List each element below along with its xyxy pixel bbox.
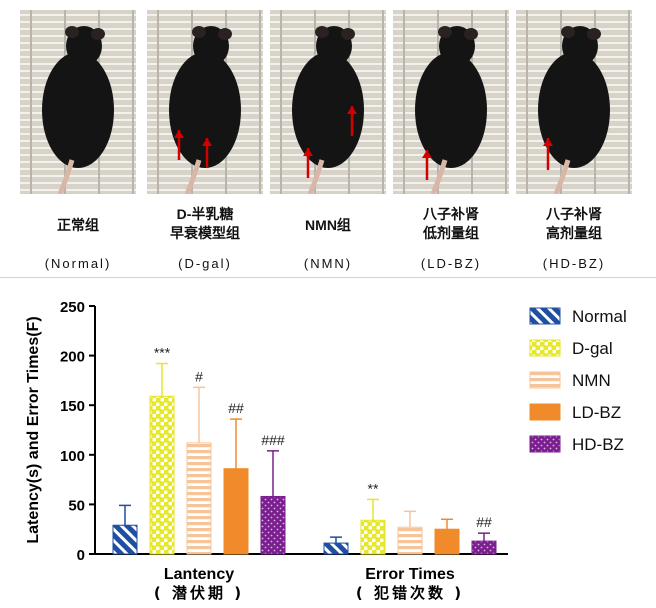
bar-d-gal-1 (360, 519, 386, 555)
group-sub-normal: (Normal) (44, 256, 112, 271)
group-label-hd-bz: 八子补肾 高剂量组 (546, 206, 602, 241)
x-category-label: Lantency (164, 566, 234, 583)
significance-label: ** (368, 480, 379, 496)
legend-label-hd-bz: HD-BZ (572, 435, 624, 454)
x-category-sublabel: ( 潜伏期 ) (154, 584, 244, 602)
group-sub-ld-bz: (LD-BZ) (420, 256, 482, 271)
group-sub-hd-bz: (HD-BZ) (542, 256, 606, 271)
bar-normal-1 (323, 542, 349, 555)
group-sub-nmn: (NMN) (303, 256, 353, 271)
bar-d-gal-0 (149, 395, 175, 555)
bar-chart: 0 50 100 150 200 250 Latency(s) and Error Time… (25, 299, 627, 602)
significance-label: ### (261, 432, 285, 448)
mouse-photo-panel: 正常组 D-半乳糖 早衰模型组 NMN组 八子补肾 低剂量组 八子补肾 高剂量组… (0, 0, 656, 278)
y-axis-title: Latency(s) and Error Times(F) (25, 316, 42, 543)
legend-swatch-nmn (529, 371, 561, 389)
mouse-photo-nmn (270, 10, 386, 194)
bar-hd-bz-0 (260, 495, 286, 555)
bar-ld-bz-1 (434, 528, 460, 555)
legend-label-ld-bz: LD-BZ (572, 403, 621, 422)
significance-label: ## (476, 514, 492, 530)
legend-swatch-hd-bz (529, 435, 561, 453)
y-tick-label: 0 (77, 547, 85, 564)
mouse-photo-normal (20, 10, 136, 194)
group-label-ld-bz: 八子补肾 低剂量组 (423, 206, 479, 241)
significance-label: *** (154, 345, 171, 361)
group-label-normal: 正常组 (57, 217, 99, 233)
group-sub-d-gal: (D-gal) (178, 256, 232, 271)
bar-nmn-0 (186, 442, 212, 555)
x-category-sublabel: ( 犯错次数 ) (356, 584, 464, 602)
significance-label: # (195, 368, 203, 384)
legend-swatch-normal (529, 307, 561, 325)
bar-normal-0 (112, 524, 138, 555)
y-tick-label: 50 (68, 497, 85, 514)
legend-label-normal: Normal (572, 307, 627, 326)
panel-divider (0, 277, 656, 278)
x-category-label: Error Times (365, 566, 455, 583)
y-tick-label: 200 (60, 349, 85, 366)
mouse-photo-d-gal (147, 10, 263, 194)
legend-label-d-gal: D-gal (572, 339, 613, 358)
group-label-d-gal: D-半乳糖 早衰模型组 (170, 206, 240, 241)
group-label-nmn: NMN组 (305, 217, 351, 233)
y-tick-label: 150 (60, 398, 85, 415)
y-tick-label: 100 (60, 448, 85, 465)
legend-swatch-ld-bz (529, 403, 561, 421)
legend-swatch-d-gal (529, 339, 561, 357)
y-tick-label: 250 (60, 299, 85, 316)
bar-ld-bz-0 (223, 468, 249, 555)
bar-nmn-1 (397, 526, 423, 555)
significance-label: ## (228, 400, 244, 416)
mouse-photo-ld-bz (393, 10, 509, 194)
bar-hd-bz-1 (471, 540, 497, 555)
mouse-photo-hd-bz (516, 10, 632, 194)
legend-label-nmn: NMN (572, 371, 611, 390)
